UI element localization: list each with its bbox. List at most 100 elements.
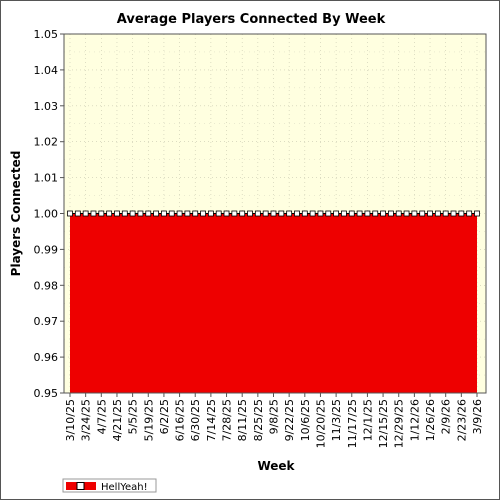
series-marker bbox=[403, 210, 410, 217]
x-tick-label: 9/22/25 bbox=[283, 399, 296, 441]
x-tick-label: 7/28/25 bbox=[221, 399, 234, 441]
series-marker bbox=[239, 210, 246, 217]
x-tick-label: 6/30/25 bbox=[189, 399, 202, 441]
series-marker bbox=[356, 210, 363, 217]
series-marker bbox=[286, 210, 293, 217]
series-marker bbox=[325, 210, 332, 217]
series-marker bbox=[106, 210, 113, 217]
series-marker bbox=[388, 210, 394, 217]
x-tick-label: 9/8/25 bbox=[268, 399, 281, 434]
x-tick-label: 2/23/26 bbox=[455, 399, 468, 441]
series-marker bbox=[74, 210, 81, 217]
series-marker bbox=[419, 210, 426, 217]
y-tick-label: 1.00 bbox=[34, 208, 59, 221]
series-marker bbox=[364, 210, 371, 217]
series-marker bbox=[231, 210, 238, 217]
series-marker bbox=[121, 210, 128, 217]
series-marker bbox=[294, 210, 300, 217]
x-tick-label: 4/21/25 bbox=[111, 399, 124, 441]
series-marker bbox=[145, 210, 152, 217]
series-marker bbox=[247, 210, 253, 217]
y-tick-label: 1.04 bbox=[34, 64, 59, 77]
x-tick-label: 5/19/25 bbox=[142, 399, 155, 441]
series-marker bbox=[442, 210, 449, 217]
series-marker bbox=[129, 210, 136, 217]
series-marker bbox=[348, 210, 355, 217]
y-tick-label: 1.05 bbox=[34, 28, 59, 41]
series-marker bbox=[333, 210, 340, 217]
series-marker bbox=[98, 210, 105, 217]
y-tick-label: 0.99 bbox=[34, 243, 59, 256]
series-marker bbox=[301, 210, 308, 217]
x-tick-label: 10/6/25 bbox=[299, 399, 312, 441]
x-tick-label: 8/25/25 bbox=[252, 399, 265, 441]
series-marker bbox=[466, 210, 473, 217]
x-tick-label: 2/9/26 bbox=[440, 399, 453, 434]
x-tick-label: 1/12/26 bbox=[408, 399, 421, 441]
series-marker bbox=[474, 210, 480, 217]
x-tick-label: 12/15/25 bbox=[377, 399, 390, 448]
series-marker bbox=[153, 210, 159, 217]
series-marker bbox=[450, 210, 457, 217]
series-marker bbox=[434, 210, 441, 217]
series-marker bbox=[82, 210, 89, 217]
legend-label: HellYeah! bbox=[101, 482, 148, 493]
x-tick-label: 3/9/26 bbox=[471, 399, 484, 434]
y-tick-label: 0.98 bbox=[34, 279, 59, 292]
series-marker bbox=[427, 210, 433, 217]
series-marker bbox=[161, 210, 167, 217]
y-tick-label: 1.02 bbox=[34, 136, 59, 149]
chart-title: Average Players Connected By Week bbox=[117, 12, 386, 27]
y-axis-title: Players Connected bbox=[9, 151, 23, 277]
y-tick-label: 1.03 bbox=[34, 100, 59, 113]
series-marker bbox=[458, 210, 465, 217]
series-marker bbox=[207, 210, 214, 217]
x-tick-label: 3/24/25 bbox=[80, 399, 93, 441]
series-marker bbox=[270, 210, 277, 217]
x-tick-label: 12/1/25 bbox=[361, 399, 374, 441]
x-tick-label: 8/11/25 bbox=[236, 399, 249, 441]
series-marker bbox=[168, 210, 175, 217]
series-marker bbox=[380, 210, 386, 217]
x-tick-label: 12/29/25 bbox=[393, 399, 406, 448]
series-marker bbox=[184, 210, 191, 217]
x-tick-label: 1/26/26 bbox=[424, 399, 437, 441]
x-tick-label: 11/3/25 bbox=[330, 399, 343, 441]
x-tick-label: 5/5/25 bbox=[127, 399, 140, 434]
series-marker bbox=[90, 210, 97, 217]
y-axis-ticks: 0.95 0.96 0.97 0.98 0.99 1.00 1.01 1.02 1.03 1.04… bbox=[34, 28, 64, 400]
series-marker bbox=[262, 210, 269, 217]
series-layer bbox=[67, 210, 480, 393]
series-marker bbox=[223, 210, 230, 217]
series-marker bbox=[200, 210, 206, 217]
y-tick-label: 0.95 bbox=[34, 387, 59, 400]
y-tick-label: 0.96 bbox=[34, 351, 59, 364]
series-marker bbox=[192, 210, 199, 217]
series-marker bbox=[254, 210, 261, 217]
series-marker bbox=[317, 210, 324, 217]
legend-marker bbox=[76, 482, 85, 490]
series-marker bbox=[215, 210, 222, 217]
series-marker bbox=[341, 210, 347, 217]
series-marker bbox=[137, 210, 144, 217]
series-area bbox=[70, 213, 477, 393]
x-axis-ticks: 3/10/25 3/24/25 4/7/25 4/21/25 5/5/25 5/19/25… bbox=[64, 393, 484, 448]
series-marker bbox=[114, 210, 120, 217]
series-marker bbox=[309, 210, 316, 217]
series-marker bbox=[411, 210, 418, 217]
y-tick-label: 0.97 bbox=[34, 315, 59, 328]
legend: HellYeah! bbox=[62, 478, 157, 493]
series-marker bbox=[67, 210, 73, 217]
y-tick-label: 1.01 bbox=[34, 172, 59, 185]
series-marker bbox=[176, 210, 183, 217]
x-tick-label: 6/16/25 bbox=[174, 399, 187, 441]
x-tick-label: 10/20/25 bbox=[314, 399, 327, 448]
x-tick-label: 6/2/25 bbox=[158, 399, 171, 434]
series-marker bbox=[395, 210, 402, 217]
series-marker bbox=[278, 210, 285, 217]
x-tick-label: 11/17/25 bbox=[346, 399, 359, 448]
x-tick-label: 7/14/25 bbox=[205, 399, 218, 441]
x-tick-label: 4/7/25 bbox=[95, 399, 108, 434]
